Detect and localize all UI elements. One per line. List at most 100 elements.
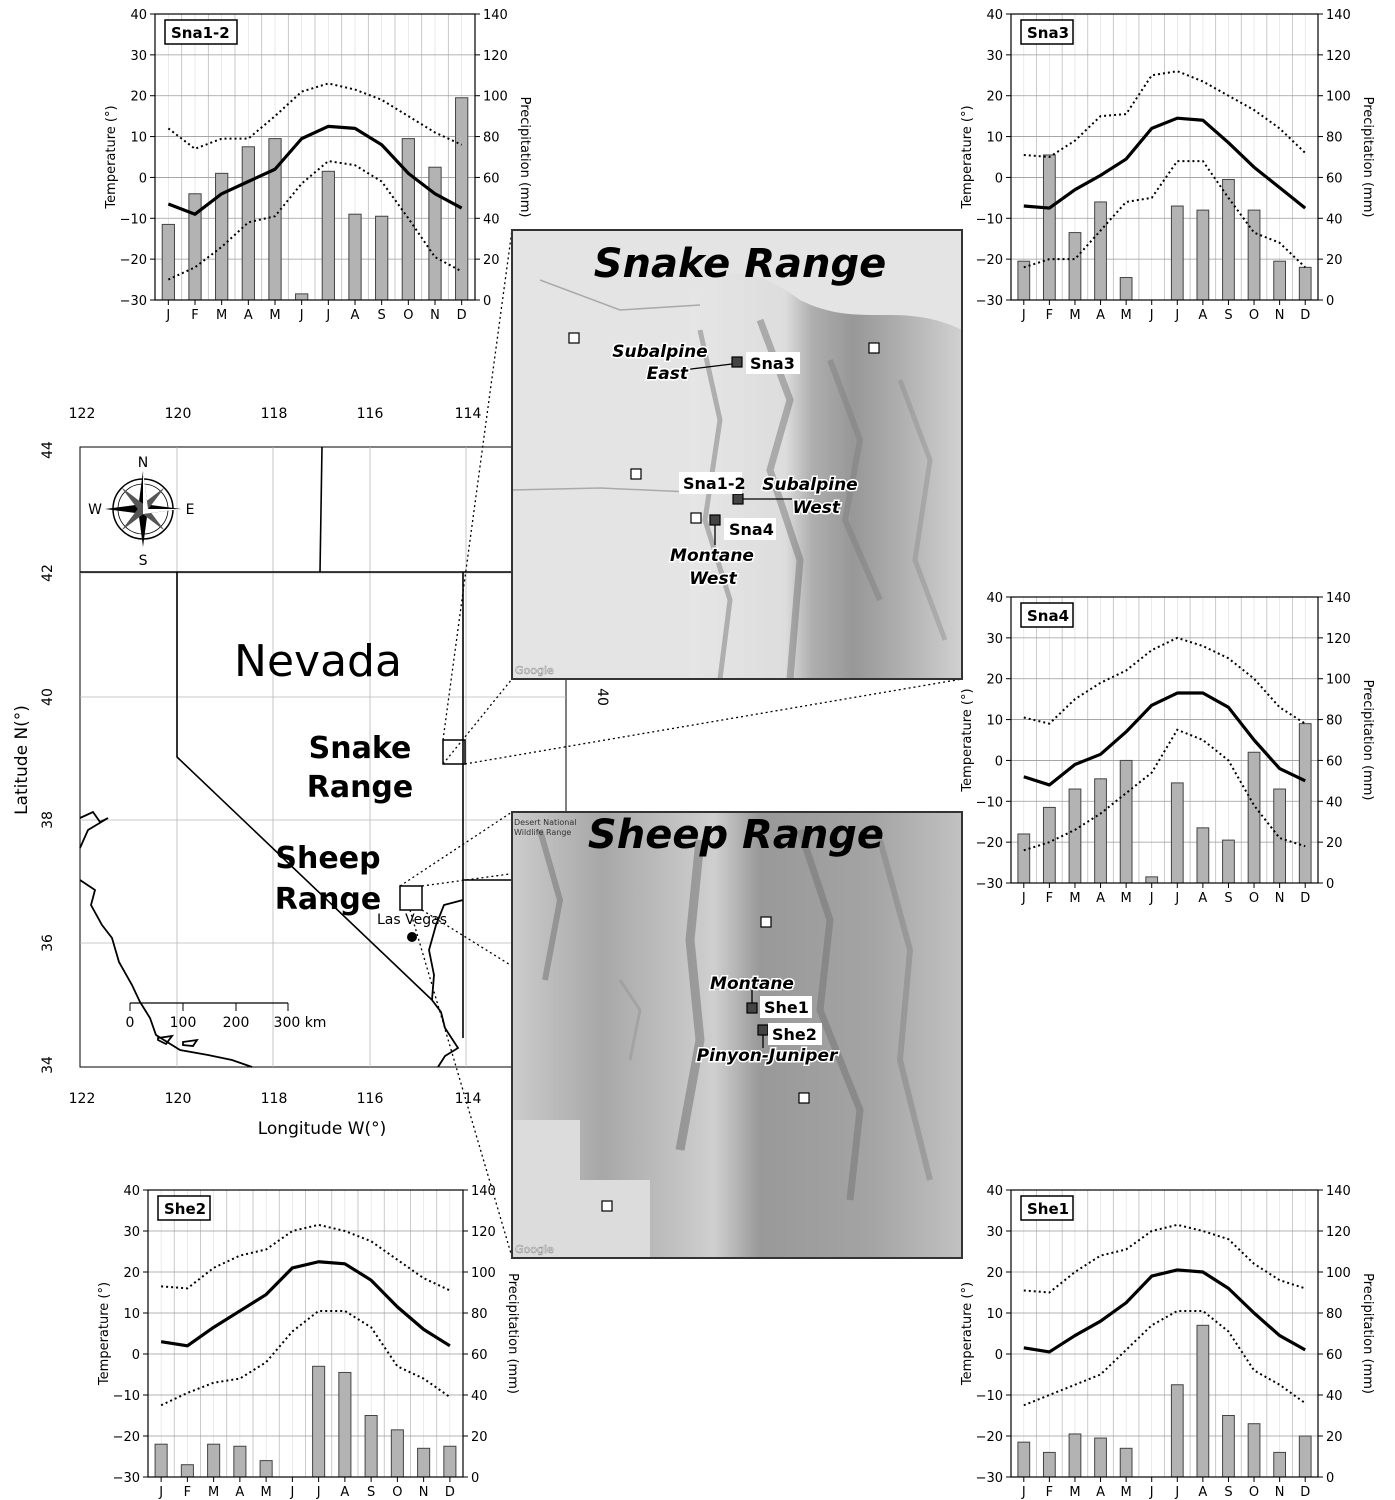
temp-tick-label: −30 bbox=[113, 1471, 140, 1486]
month-label: A bbox=[1096, 891, 1105, 906]
panel-title-box bbox=[157, 1195, 211, 1221]
precip-bar bbox=[1119, 277, 1133, 301]
month-label: A bbox=[1198, 1485, 1207, 1500]
map-ylabel: Latitude N(°) bbox=[12, 705, 32, 815]
precip-tick-label: 0 bbox=[1326, 294, 1334, 309]
precip-tick-label: 40 bbox=[471, 1389, 488, 1404]
temp-tick-label: −30 bbox=[976, 294, 1003, 309]
precip-tick-label: 80 bbox=[483, 131, 500, 146]
month-label: A bbox=[1096, 1485, 1105, 1500]
temp-tick-label: 10 bbox=[986, 131, 1003, 146]
precip-bar bbox=[1068, 232, 1082, 301]
month-label: J bbox=[1149, 1485, 1154, 1500]
mean-temp-line bbox=[167, 124, 463, 216]
precip-bar bbox=[1094, 201, 1107, 301]
max-temp-line bbox=[167, 82, 463, 150]
lat-tick-inner: 40 bbox=[594, 688, 610, 706]
snake-range-label-1: Snake bbox=[309, 731, 412, 766]
temp-tick-label: 20 bbox=[986, 1266, 1003, 1281]
precip-bar bbox=[1247, 209, 1261, 301]
month-label: J bbox=[325, 308, 330, 323]
precip-tick-label: 60 bbox=[1326, 171, 1343, 186]
month-label: J bbox=[1149, 891, 1154, 906]
precip-bar bbox=[338, 1371, 352, 1478]
precip-bar bbox=[417, 1447, 431, 1478]
sheep-range-inset: Sheep Range Desert National Wildlife Ran… bbox=[511, 811, 963, 1259]
month-label: A bbox=[235, 1485, 244, 1500]
snake-station-markers bbox=[568, 332, 880, 524]
month-label: M bbox=[261, 1485, 272, 1500]
lon-tick: 114 bbox=[455, 406, 482, 422]
snake-range-label-2: Range bbox=[307, 770, 414, 805]
month-label: J bbox=[1149, 308, 1154, 323]
temp-tick-label: −10 bbox=[976, 1389, 1003, 1404]
lon-tick: 116 bbox=[357, 406, 384, 422]
precip-tick-label: 100 bbox=[1326, 90, 1351, 105]
precip-bar bbox=[1068, 1433, 1082, 1478]
scale-tick: 200 bbox=[223, 1015, 250, 1031]
precip-bar bbox=[1273, 260, 1287, 301]
temp-tick-label: 30 bbox=[123, 1225, 140, 1240]
lat-tick: 38 bbox=[40, 811, 56, 829]
month-label: F bbox=[1046, 891, 1053, 906]
panel-title-box bbox=[164, 19, 238, 45]
temp-tick-label: 40 bbox=[986, 591, 1003, 606]
temp-tick-label: 30 bbox=[986, 1225, 1003, 1240]
precip-tick-label: 40 bbox=[483, 212, 500, 227]
precip-bar bbox=[1170, 782, 1184, 884]
precip-bar bbox=[295, 293, 309, 301]
station-sna3: Sna3 bbox=[750, 354, 795, 373]
max-temp-line bbox=[1023, 1223, 1306, 1294]
month-label: O bbox=[1249, 1485, 1259, 1500]
coastline bbox=[79, 810, 464, 1068]
month-label: O bbox=[1249, 308, 1259, 323]
group-pinyon-juniper: Pinyon-Juniper bbox=[697, 1046, 839, 1066]
precip-bar bbox=[180, 1464, 194, 1478]
month-label: J bbox=[1021, 308, 1026, 323]
plot-frame bbox=[154, 13, 476, 301]
precip-tick-label: 60 bbox=[471, 1348, 488, 1363]
precip-tick-label: 0 bbox=[1326, 877, 1334, 892]
month-label: M bbox=[1069, 891, 1080, 906]
temp-tick-label: 30 bbox=[130, 49, 147, 64]
precip-tick-label: 140 bbox=[471, 1184, 496, 1199]
precip-bar bbox=[1196, 1324, 1210, 1478]
panel-title: She2 bbox=[164, 1200, 206, 1218]
precip-tick-label: 20 bbox=[1326, 1430, 1343, 1445]
lat-tick: 34 bbox=[40, 1056, 56, 1074]
precip-bar bbox=[1222, 839, 1235, 884]
precip-tick-label: 20 bbox=[1326, 836, 1343, 851]
lon-tick: 114 bbox=[455, 1091, 482, 1107]
panel-title: Sna1-2 bbox=[171, 24, 230, 42]
precip-bar bbox=[1042, 154, 1056, 301]
precip-tick-label: 60 bbox=[1326, 1348, 1343, 1363]
mean-temp-line bbox=[1023, 116, 1307, 210]
precip-tick-label: 140 bbox=[1326, 8, 1351, 23]
refuge-label-2: Wildlife Range bbox=[514, 828, 571, 837]
month-label: F bbox=[191, 308, 198, 323]
lon-tick: 120 bbox=[165, 406, 192, 422]
temp-tick-label: 40 bbox=[986, 8, 1003, 23]
temp-tick-label: −10 bbox=[976, 212, 1003, 227]
temp-axis-label: Temperature (°) bbox=[104, 105, 119, 209]
temp-tick-label: 0 bbox=[995, 754, 1003, 769]
map-frame bbox=[79, 446, 567, 1068]
precip-tick-label: 120 bbox=[483, 49, 508, 64]
precip-tick-label: 80 bbox=[471, 1307, 488, 1322]
panel-title: She1 bbox=[1027, 1200, 1069, 1218]
month-label: M bbox=[216, 308, 227, 323]
temp-tick-label: 40 bbox=[130, 8, 147, 23]
precip-bar bbox=[233, 1445, 247, 1478]
mean-temp-line bbox=[1023, 691, 1306, 787]
month-label: M bbox=[1121, 891, 1132, 906]
temp-tick-label: −20 bbox=[976, 836, 1003, 851]
scale-tick: 100 bbox=[170, 1015, 197, 1031]
month-label: M bbox=[1121, 1485, 1132, 1500]
temp-tick-label: 30 bbox=[986, 49, 1003, 64]
month-label: A bbox=[340, 1485, 349, 1500]
precip-tick-label: 20 bbox=[471, 1430, 488, 1445]
precip-tick-label: 0 bbox=[1326, 1471, 1334, 1486]
month-label: A bbox=[244, 308, 253, 323]
precip-tick-label: 120 bbox=[1326, 1225, 1351, 1240]
